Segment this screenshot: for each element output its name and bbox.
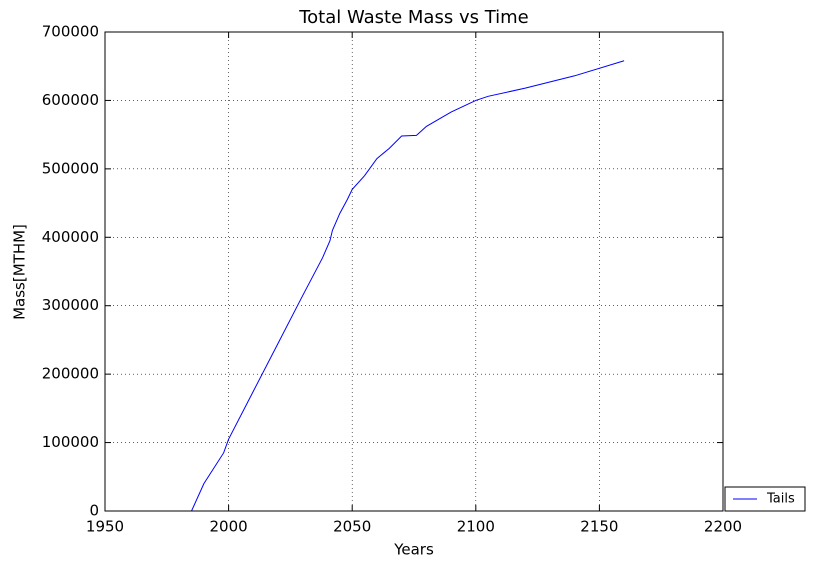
y-tick-label: 400000 — [42, 228, 99, 246]
y-tick-label: 100000 — [42, 433, 99, 451]
y-tick-label: 700000 — [42, 23, 99, 41]
x-tick-label: 2050 — [333, 518, 371, 536]
x-tick-label: 2200 — [704, 518, 742, 536]
y-axis-label: Mass[MTHM] — [11, 224, 29, 320]
x-tick-label: 1950 — [86, 518, 124, 536]
y-tick-label: 300000 — [42, 296, 99, 314]
y-tick-label: 0 — [89, 502, 99, 520]
x-tick-label: 2000 — [210, 518, 248, 536]
x-tick-label: 2100 — [457, 518, 495, 536]
y-tick-label: 500000 — [42, 159, 99, 177]
y-tick-label: 600000 — [42, 91, 99, 109]
chart-title: Total Waste Mass vs Time — [298, 7, 529, 28]
legend-label: Tails — [766, 492, 795, 507]
x-axis-label: Years — [393, 541, 434, 559]
data-line — [154, 60, 625, 512]
x-tick-label: 2150 — [580, 518, 618, 536]
plot-frame — [104, 31, 724, 512]
y-tick-label: 200000 — [42, 365, 99, 383]
